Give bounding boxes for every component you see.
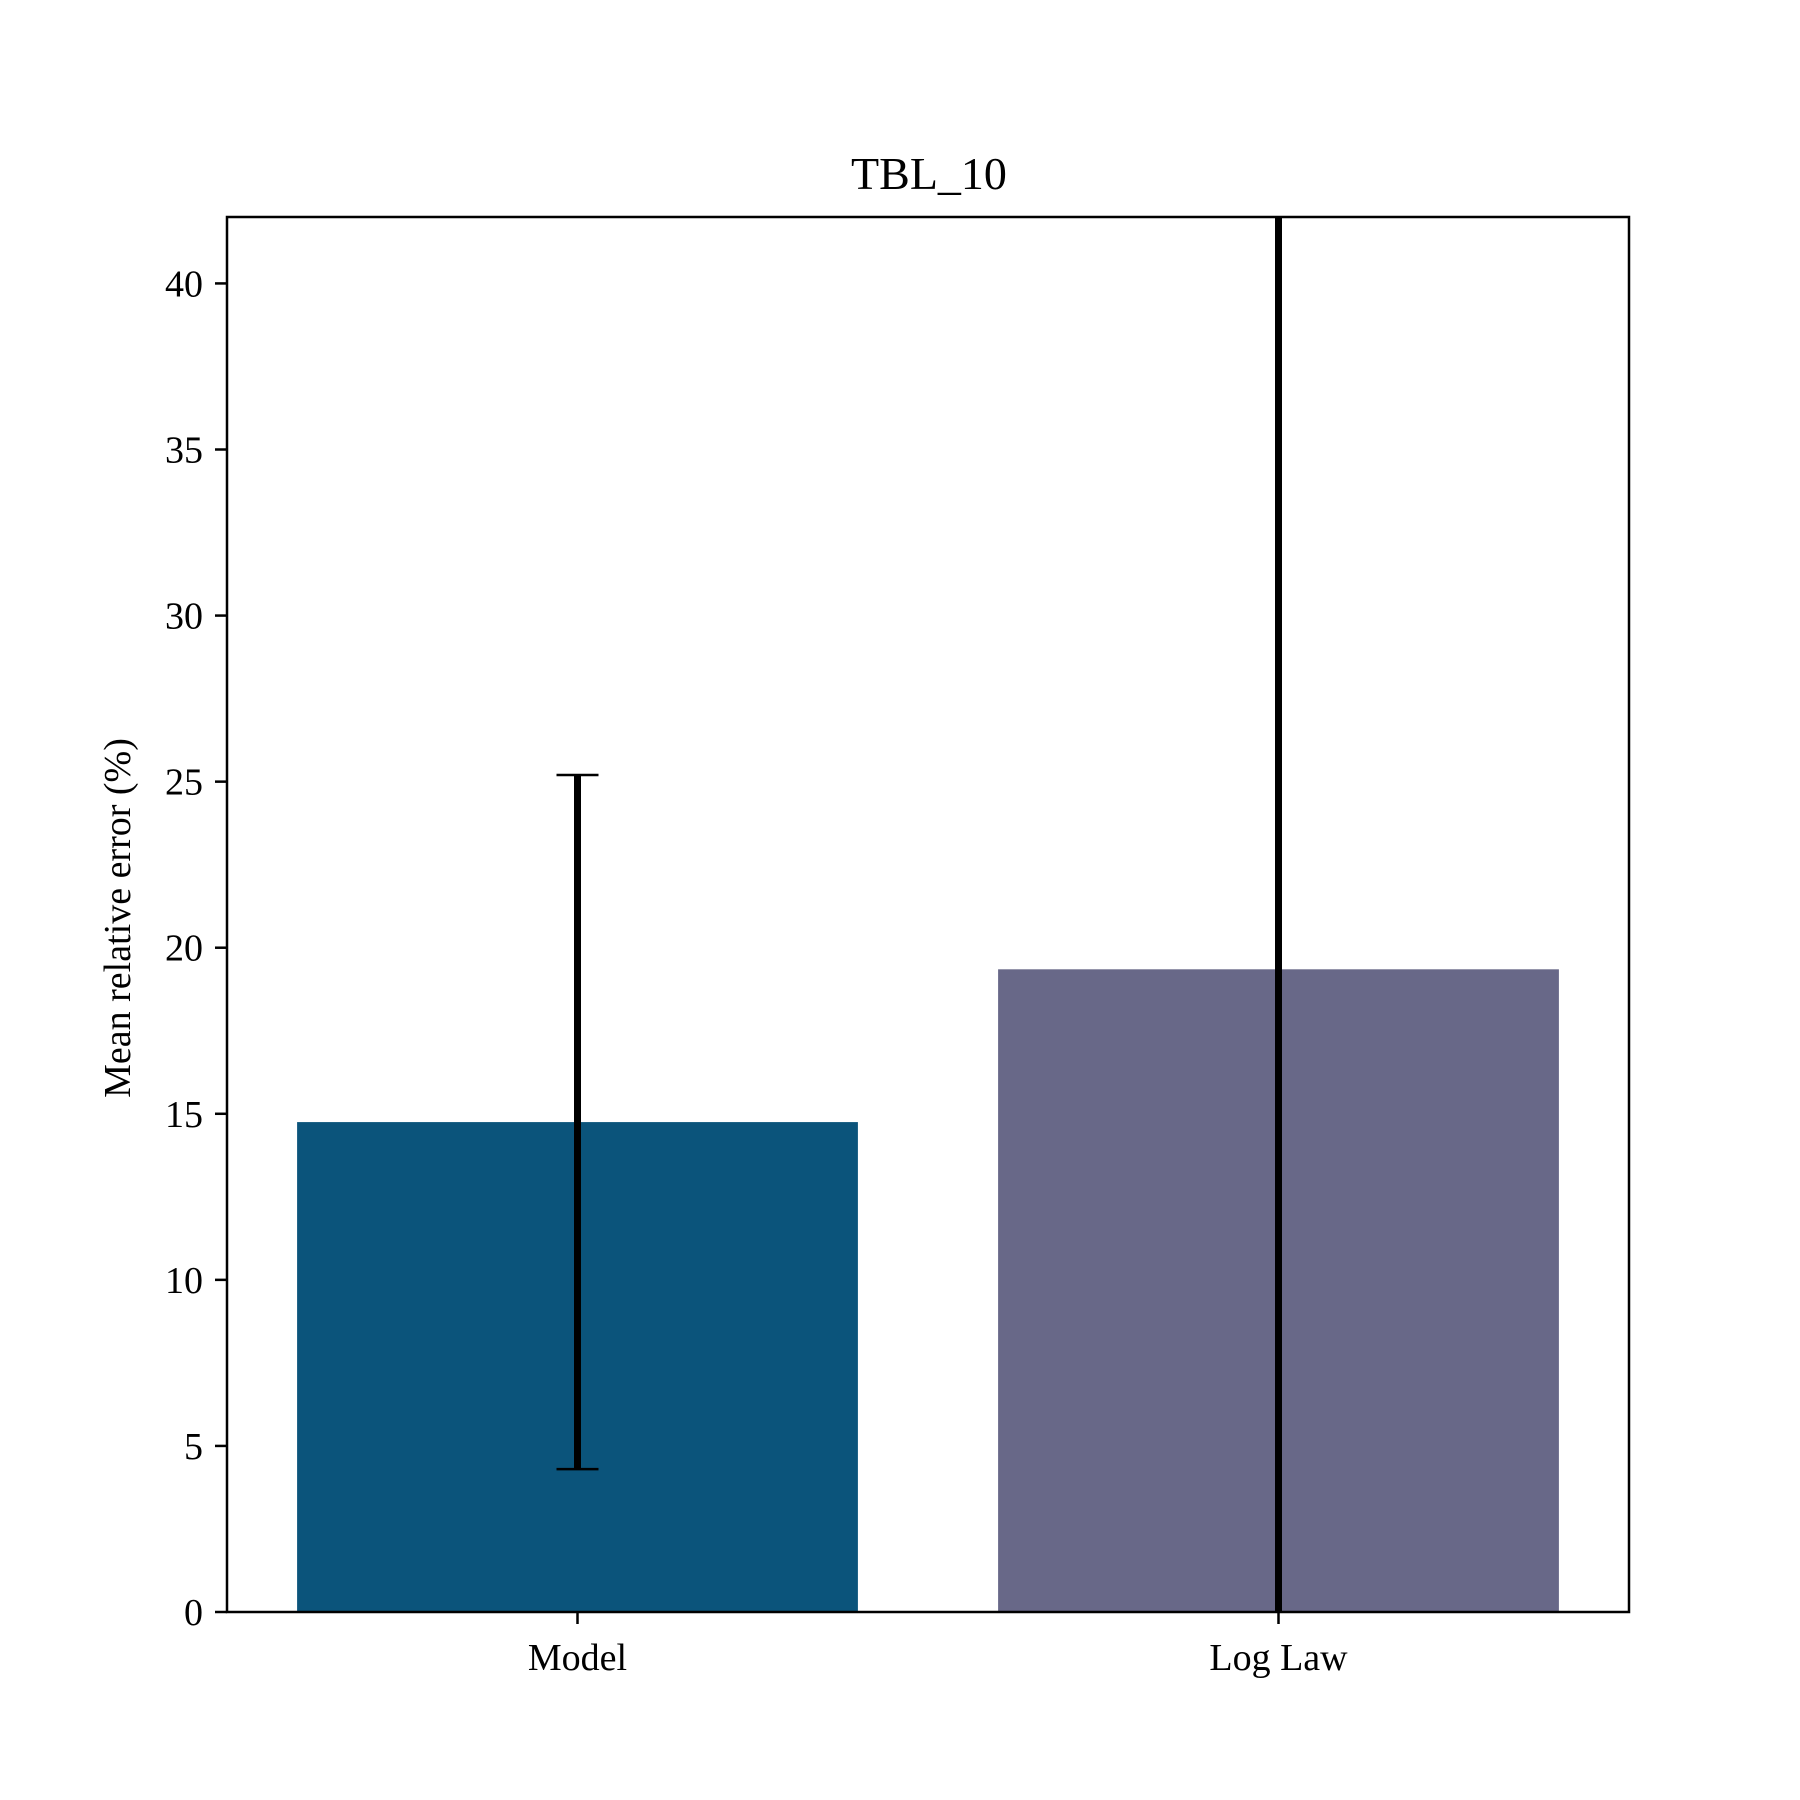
y-tick-label: 15 [165, 1094, 203, 1136]
y-tick-label: 10 [165, 1260, 203, 1302]
chart-title: TBL_10 [851, 148, 1007, 199]
plot-frame [225, 215, 1631, 1614]
y-tick-label: 5 [184, 1426, 203, 1468]
y-axis-ticks: 0 5 10 15 20 25 30 35 40 [165, 263, 227, 1634]
x-axis-ticks: Model Log Law [528, 1612, 1348, 1679]
y-tick-label: 30 [165, 596, 203, 638]
y-axis-label: Mean relative error (%) [97, 738, 139, 1098]
y-tick-label: 35 [165, 430, 203, 472]
y-tick-label: 40 [165, 263, 203, 305]
y-tick-label: 0 [184, 1592, 203, 1634]
error-bars-group [556, 217, 1282, 1612]
x-tick-label: Log Law [1209, 1637, 1348, 1679]
y-tick-label: 25 [165, 762, 203, 804]
bars-group [297, 969, 1559, 1612]
x-tick-label: Model [528, 1637, 627, 1679]
y-tick-label: 20 [165, 928, 203, 970]
